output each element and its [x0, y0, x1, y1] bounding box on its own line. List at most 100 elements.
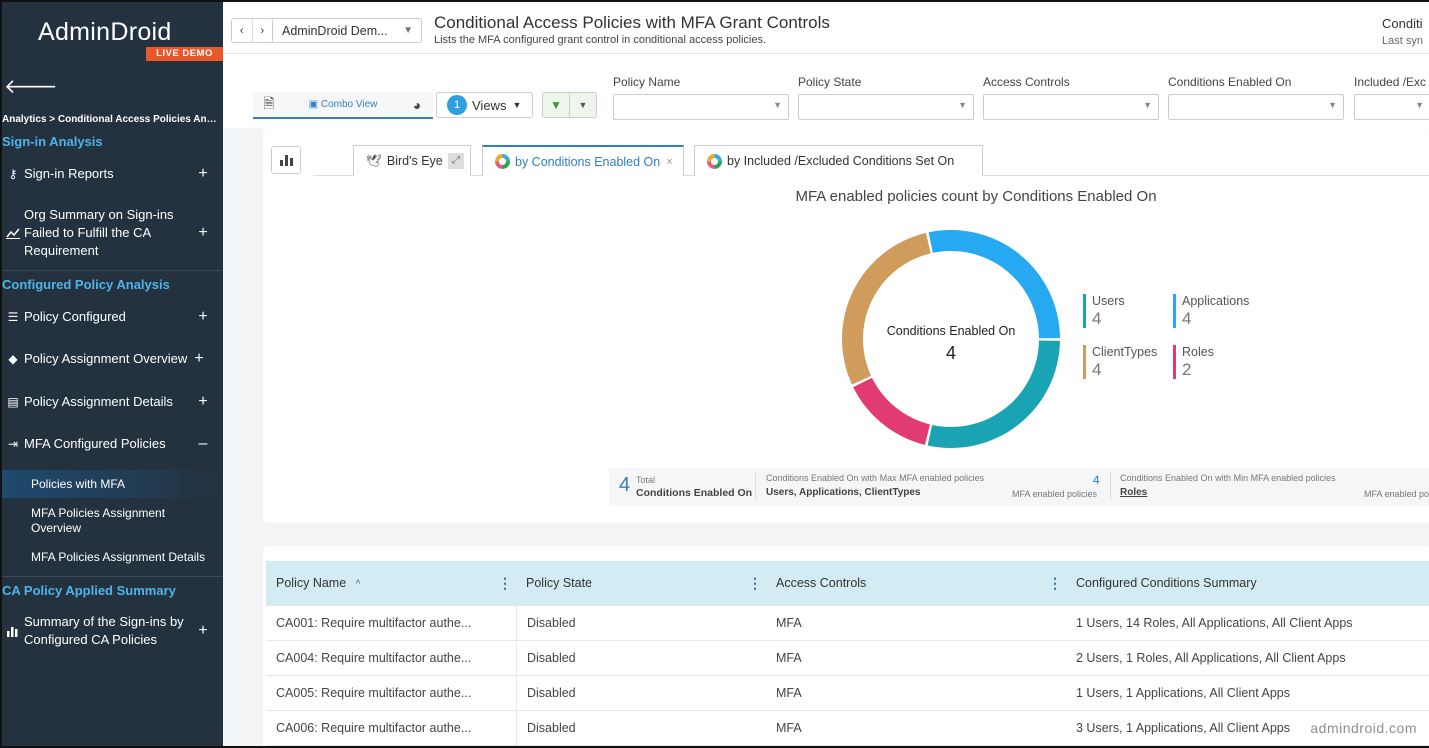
- donut-icon: [707, 153, 722, 169]
- legend-item-clienttypes[interactable]: ClientTypes 4: [1083, 345, 1157, 380]
- policies-table: Policy Name ^ ⋮ Policy State ⋮ Access Co…: [263, 546, 1429, 746]
- column-menu-icon[interactable]: ⋮: [748, 575, 762, 591]
- logo: AdminDroid: [38, 18, 172, 46]
- donut-icon: [495, 154, 510, 169]
- divider: [1110, 472, 1111, 500]
- combo-view-button[interactable]: ▣ Combo View: [308, 99, 378, 110]
- filter-icon[interactable]: ▼: [550, 98, 562, 112]
- filter-select-access-controls[interactable]: [983, 94, 1159, 120]
- sidebar-subitem-mfa-assignment-overview[interactable]: MFA Policies Assignment Overview: [31, 506, 166, 535]
- column-menu-icon[interactable]: ⋮: [1048, 575, 1062, 591]
- sidebar-item-policy-assignment-details[interactable]: ▤ Policy Assignment Details +: [2, 393, 223, 411]
- chart-toggle-button[interactable]: [271, 146, 301, 174]
- summary-bar: 4 Total Conditions Enabled On Conditions…: [609, 468, 1429, 506]
- sidebar-item-label: Policy Assignment Overview: [24, 351, 188, 366]
- legend-label: Users: [1092, 294, 1125, 308]
- donut-chart: [842, 230, 1060, 448]
- summary-max-count-label: MFA enabled policies: [1012, 489, 1098, 499]
- chart-view-icon[interactable]: ◕: [412, 96, 422, 113]
- legend-item-applications[interactable]: Applications 4: [1173, 294, 1249, 329]
- breadcrumb[interactable]: Analytics > Conditional Access Policies …: [2, 114, 220, 125]
- summary-max-count: 4: [1093, 473, 1100, 487]
- column-menu-icon[interactable]: ⋮: [498, 575, 512, 591]
- expand-icon[interactable]: +: [194, 350, 204, 367]
- tag-icon: ◆: [8, 352, 18, 366]
- filter-select-policy-name[interactable]: [613, 94, 789, 120]
- column-header-access-controls[interactable]: Access Controls ⋮: [766, 561, 1066, 606]
- sidebar-item-label: Policy Configured: [24, 309, 126, 324]
- sidebar-item-mfa-configured-policies[interactable]: ⇥ MFA Configured Policies –: [2, 435, 223, 453]
- table-row[interactable]: CA004: Require multifactor authe... Disab…: [266, 641, 1429, 676]
- sidebar-subitem-policies-with-mfa[interactable]: Policies with MFA: [2, 470, 223, 498]
- table-cell: Disabled: [516, 641, 766, 675]
- expand-icon[interactable]: +: [198, 224, 208, 241]
- summary-min-value-link[interactable]: Roles: [1120, 487, 1148, 498]
- sidebar-item-label: Org Summary on Sign-ins Failed to Fulfil…: [24, 207, 174, 258]
- table-cell: Disabled: [516, 676, 766, 710]
- expand-icon[interactable]: +: [198, 393, 208, 410]
- sort-asc-icon[interactable]: ^: [355, 579, 361, 590]
- caret-down-icon[interactable]: ▼: [569, 93, 596, 117]
- table-row[interactable]: CA001: Require multifactor authe... Disab…: [266, 606, 1429, 641]
- sidebar-item-label: Summary of the Sign-ins by Configured CA…: [24, 614, 184, 647]
- nav-buttons: ‹ ›: [231, 18, 273, 43]
- filter-label-policy-state: Policy State: [798, 75, 862, 89]
- tab-label: by Conditions Enabled On: [515, 154, 661, 169]
- legend-value: 4: [1182, 309, 1192, 328]
- chevron-left-icon[interactable]: ‹: [239, 23, 244, 37]
- filter-button[interactable]: ▼ ▼: [542, 92, 597, 118]
- sidebar-item-org-summary[interactable]: Org Summary on Sign-ins Failed to Fulfil…: [2, 206, 223, 260]
- table-header: Policy Name ^ ⋮ Policy State ⋮ Access Co…: [266, 561, 1429, 606]
- table-row[interactable]: CA006: Require multifactor authe... Disab…: [266, 711, 1429, 746]
- column-header-policy-state[interactable]: Policy State ⋮: [516, 561, 766, 606]
- login-icon: ⇥: [7, 437, 19, 451]
- sidebar-item-policy-configured[interactable]: ☰ Policy Configured +: [2, 308, 223, 326]
- donut-slice-applications[interactable]: [928, 230, 1060, 339]
- table-row[interactable]: CA005: Require multifactor authe... Disab…: [266, 676, 1429, 711]
- donut-slice-users[interactable]: [927, 340, 1060, 448]
- legend-item-users[interactable]: Users 4: [1083, 294, 1125, 329]
- table-cell: CA004: Require multifactor authe...: [276, 651, 472, 665]
- table-cell: 1 Users, 14 Roles, All Applications, All…: [1076, 616, 1353, 630]
- tenant-name: AdminDroid Dem...: [282, 24, 388, 38]
- column-header-configured-conditions[interactable]: Configured Conditions Summary: [1066, 561, 1429, 606]
- back-arrow-icon[interactable]: 🡐: [4, 76, 58, 98]
- filter-label-conditions-enabled-on: Conditions Enabled On: [1168, 75, 1292, 89]
- donut-slice-roles[interactable]: [853, 377, 930, 445]
- column-header-policy-name[interactable]: Policy Name ^ ⋮: [266, 561, 516, 606]
- header-right-title: Conditi: [1382, 16, 1423, 31]
- expand-icon[interactable]: ⤢: [448, 153, 464, 169]
- sidebar-subitem-mfa-assignment-details[interactable]: MFA Policies Assignment Details: [31, 550, 206, 564]
- views-button[interactable]: 1 Views ▼: [436, 92, 533, 118]
- document-icon[interactable]: 🗎: [263, 94, 275, 111]
- legend-label: Applications: [1182, 294, 1250, 308]
- tab-birds-eye[interactable]: 🕊 Bird's Eye ⤢: [353, 145, 471, 176]
- bar-chart-icon: [2, 625, 24, 637]
- chevron-right-icon[interactable]: ›: [251, 19, 273, 42]
- sidebar-item-signin-reports[interactable]: ⚷ Sign-in Reports +: [2, 165, 223, 183]
- chart-title: MFA enabled policies count by Conditions…: [795, 188, 1157, 205]
- table-cell: 1 Users, 1 Applications, All Client Apps: [1076, 686, 1291, 700]
- sidebar-item-summary-signins[interactable]: Summary of the Sign-ins by Configured CA…: [2, 613, 223, 649]
- summary-total-value: 4: [619, 474, 631, 496]
- expand-icon[interactable]: +: [198, 165, 208, 182]
- filter-select-conditions-enabled-on[interactable]: [1168, 94, 1344, 120]
- legend-value: 4: [1092, 360, 1102, 379]
- page-title: Conditional Access Policies with MFA Gra…: [434, 13, 830, 32]
- legend-value: 4: [1092, 309, 1102, 328]
- filter-label-included-excluded: Included /Exc: [1354, 75, 1427, 89]
- filter-select-included-excluded[interactable]: [1354, 94, 1429, 120]
- tab-by-included-excluded[interactable]: by Included /Excluded Conditions Set On: [694, 145, 983, 176]
- table-cell: MFA: [776, 721, 802, 735]
- close-icon[interactable]: ×: [666, 155, 673, 168]
- tab-by-conditions-enabled-on[interactable]: by Conditions Enabled On ×: [482, 145, 684, 176]
- tenant-dropdown[interactable]: AdminDroid Dem... ▼: [272, 18, 422, 43]
- legend-item-roles[interactable]: Roles 2: [1173, 345, 1214, 380]
- filter-select-policy-state[interactable]: [798, 94, 974, 120]
- sidebar-item-policy-assignment-overview[interactable]: ◆ Policy Assignment Overview +: [2, 350, 223, 368]
- expand-icon[interactable]: +: [198, 308, 208, 325]
- divider: [755, 472, 756, 500]
- donut-slice-clienttypes[interactable]: [842, 232, 931, 385]
- expand-icon[interactable]: +: [198, 622, 208, 639]
- collapse-icon[interactable]: –: [198, 435, 208, 452]
